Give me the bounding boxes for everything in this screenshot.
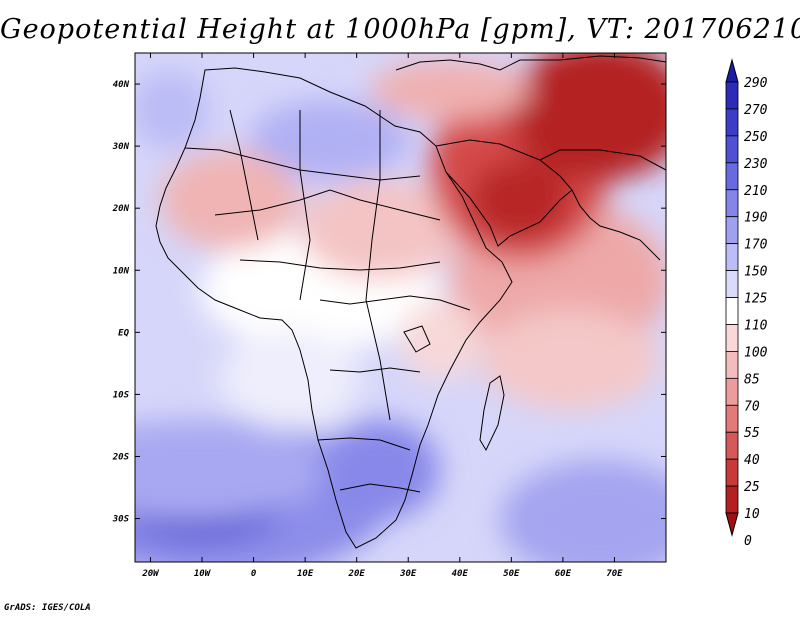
lat-tick-label: 30N <box>112 142 130 152</box>
colorbar-label: 110 <box>744 318 768 333</box>
colorbar-segment <box>725 270 739 298</box>
colorbar-segment <box>725 377 739 406</box>
colorbar-bottom-arrow <box>725 512 739 537</box>
colorbar-label: 55 <box>744 426 760 441</box>
lon-tick-label: 20W <box>141 569 160 579</box>
lon-tick-label: 30E <box>399 569 417 579</box>
colorbar-label: 10 <box>744 507 760 522</box>
colorbar-segment <box>725 162 739 191</box>
colorbar-segment <box>725 431 739 460</box>
colorbar-label: 230 <box>744 157 768 172</box>
colorbar-segment <box>725 485 739 514</box>
lon-tick-label: 10E <box>297 569 314 579</box>
colorbar-label: 190 <box>744 211 768 226</box>
colorbar-segment <box>725 81 739 110</box>
lon-tick-label: 60E <box>555 569 572 579</box>
colorbar-label: 250 <box>744 130 768 145</box>
colorbar-segment <box>725 216 739 245</box>
coastlines <box>155 55 666 549</box>
lon-tick-label: 0 <box>251 569 257 579</box>
colorbar-segment <box>725 243 739 271</box>
height-field <box>135 53 666 562</box>
chart-title: Geopotential Height at 1000hPa [gpm], VT… <box>0 14 800 45</box>
lat-tick-label: 10N <box>113 266 130 276</box>
plot-frame <box>134 52 667 563</box>
lat-tick-label: 20S <box>112 452 130 462</box>
colorbar-segment <box>725 108 739 137</box>
colorbar-segment <box>725 189 739 218</box>
colorbar-label: 25 <box>744 480 760 495</box>
colorbar-label: 0 <box>744 534 752 549</box>
colorbar-label: 85 <box>744 372 760 387</box>
colorbar-label: 290 <box>744 76 768 91</box>
lon-tick-label: 50E <box>503 569 520 579</box>
lat-tick-label: EQ <box>118 328 129 338</box>
colorbar-segment <box>725 324 739 352</box>
colorbar-label: 125 <box>744 292 768 307</box>
lat-tick-label: 40N <box>113 80 130 90</box>
colorbar-segment <box>725 458 739 487</box>
colorbar-label: 70 <box>744 399 760 414</box>
colorbar-segment <box>725 404 739 433</box>
lon-tick-label: 10W <box>194 569 212 579</box>
colorbar-label: 270 <box>744 103 768 118</box>
lat-tick-label: 10S <box>113 390 130 400</box>
colorbar-label: 100 <box>744 345 768 360</box>
lon-tick-labels: 20W 10W 0 10E 20E 30E 40E 50E 60E 70E <box>141 53 623 579</box>
lat-tick-label: 20N <box>112 204 130 214</box>
colorbar-top-arrow <box>725 58 739 83</box>
lon-tick-label: 40E <box>452 569 469 579</box>
lat-tick-labels: 40N 30N 20N 10N EQ 10S 20S 30S <box>112 80 666 525</box>
grads-credit: GrADS: IGES/COLA <box>4 603 91 613</box>
colorbar-label: 170 <box>744 238 768 253</box>
colorbar-segment <box>725 135 739 164</box>
colorbar-label: 150 <box>744 265 768 280</box>
colorbar-label: 40 <box>744 453 760 468</box>
lat-tick-label: 30S <box>112 515 130 525</box>
lon-tick-label: 20E <box>348 569 366 579</box>
colorbar-segment <box>725 297 739 325</box>
colorbar-segment <box>725 351 739 379</box>
lon-tick-label: 70E <box>606 569 623 579</box>
colorbar-label: 210 <box>744 184 768 199</box>
colorbar: 2902702502302101901701501251101008570554… <box>725 58 768 549</box>
